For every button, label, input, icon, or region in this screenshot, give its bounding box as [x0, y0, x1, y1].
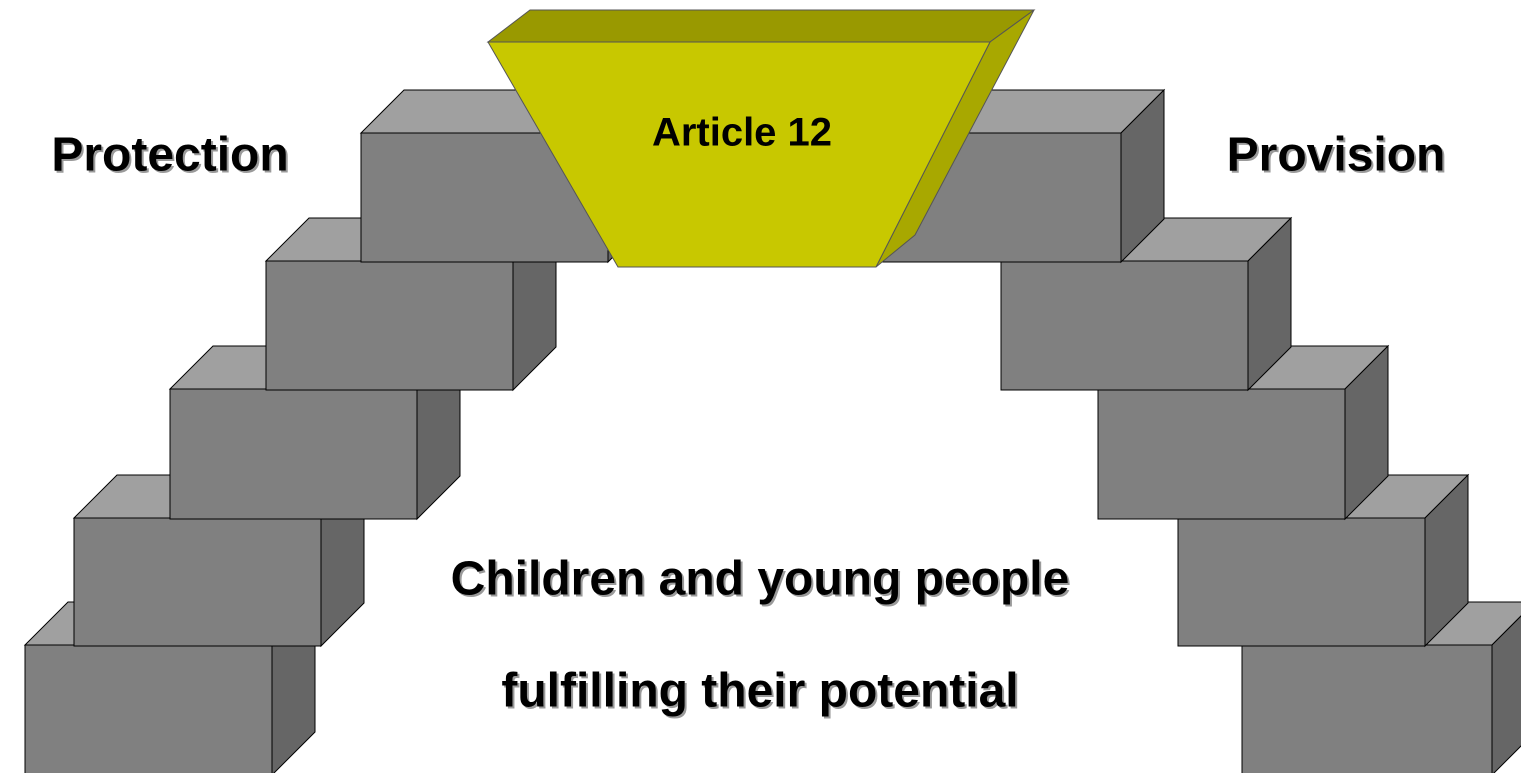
block-front: [74, 518, 321, 646]
block-front: [266, 261, 513, 390]
block-front: [25, 645, 272, 773]
caption-line: Children and young people: [451, 553, 1070, 606]
block-front: [1098, 389, 1345, 519]
block-front: [1242, 645, 1492, 773]
block-front: [1178, 518, 1425, 646]
arch-diagram: Article 12 Protection Provision Children…: [0, 0, 1521, 773]
keystone-label: Article 12: [652, 111, 832, 155]
right-label: Provision: [1227, 129, 1446, 182]
block-front: [1001, 261, 1248, 390]
left-label: Protection: [51, 129, 288, 182]
block-front: [170, 389, 417, 519]
caption-line: fulfilling their potential: [501, 665, 1018, 718]
keystone-top: [488, 10, 1034, 42]
